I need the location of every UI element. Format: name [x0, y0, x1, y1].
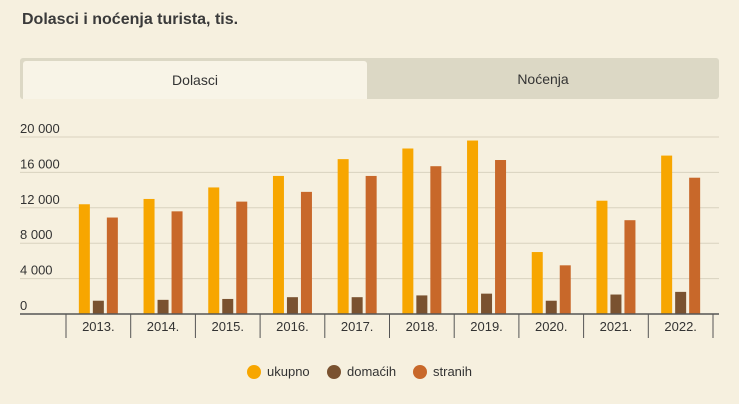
- x-tick-label: 2016.: [276, 319, 309, 334]
- bar-domacih-2018: [416, 295, 428, 314]
- bar-stranih-2020: [559, 265, 571, 314]
- legend-item-ukupno[interactable]: ukupno: [247, 364, 310, 379]
- legend-label-ukupno: ukupno: [267, 364, 310, 379]
- bar-stranih-2017: [365, 175, 377, 314]
- x-tick-label: 2015.: [211, 319, 244, 334]
- x-tick-label: 2017.: [341, 319, 374, 334]
- bar-stranih-2015: [236, 201, 248, 314]
- x-tick-label: 2021.: [600, 319, 633, 334]
- bar-stranih-2022: [689, 177, 701, 314]
- bar-ukupno-2022: [661, 155, 673, 314]
- legend: ukupno domaćih stranih: [0, 364, 739, 384]
- tab-dolasci[interactable]: Dolasci: [23, 61, 367, 99]
- tab-bar: Dolasci Noćenja: [20, 58, 719, 99]
- bar-stranih-2016: [300, 191, 312, 314]
- y-tick-label: 20 000: [20, 121, 60, 136]
- bar-domacih-2013: [92, 300, 104, 314]
- chart-title: Dolasci i noćenja turista, tis.: [22, 11, 239, 28]
- bar-domacih-2017: [351, 297, 363, 314]
- bar-ukupno-2016: [272, 175, 284, 314]
- legend-swatch-ukupno: [247, 364, 261, 379]
- bar-ukupno-2020: [531, 252, 543, 314]
- tab-nocenja[interactable]: Noćenja: [517, 70, 569, 87]
- y-tick-label: 12 000: [20, 192, 60, 207]
- bar-domacih-2021: [610, 294, 622, 314]
- y-tick-label: 8 000: [20, 227, 53, 242]
- y-tick-label: 16 000: [20, 156, 60, 171]
- bar-ukupno-2018: [402, 148, 414, 314]
- bar-ukupno-2021: [596, 200, 608, 314]
- legend-swatch-domacih: [327, 364, 341, 379]
- legend-label-domacih: domaćih: [347, 364, 397, 379]
- bar-ukupno-2014: [143, 198, 155, 314]
- bar-domacih-2014: [157, 299, 169, 314]
- bar-stranih-2018: [430, 166, 442, 314]
- bar-stranih-2013: [106, 217, 118, 314]
- bar-domacih-2016: [286, 297, 298, 314]
- x-tick-label: 2014.: [147, 319, 180, 334]
- bar-ukupno-2019: [467, 140, 479, 314]
- x-tick-label: 2022.: [664, 319, 697, 334]
- x-tick-label: 2020.: [535, 319, 568, 334]
- x-tick-label: 2019.: [470, 319, 503, 334]
- legend-label-stranih: stranih: [433, 364, 473, 379]
- bar-domacih-2015: [222, 298, 234, 314]
- y-tick-label: 0: [20, 298, 27, 313]
- legend-item-stranih[interactable]: stranih: [413, 364, 472, 379]
- bar-domacih-2022: [675, 291, 687, 314]
- x-tick-label: 2013.: [82, 319, 115, 334]
- bar-ukupno-2015: [208, 187, 220, 314]
- bar-stranih-2014: [171, 211, 183, 314]
- x-tick-label: 2018.: [406, 319, 439, 334]
- y-tick-label: 4 000: [20, 263, 53, 278]
- bar-ukupno-2017: [337, 159, 349, 314]
- bar-stranih-2021: [624, 220, 636, 314]
- bar-stranih-2019: [495, 160, 507, 314]
- bar-domacih-2019: [481, 293, 493, 314]
- legend-item-domacih[interactable]: domaćih: [327, 364, 396, 379]
- bar-ukupno-2013: [78, 204, 90, 314]
- legend-swatch-stranih: [413, 364, 427, 379]
- bar-domacih-2020: [545, 300, 557, 314]
- bar-chart: 0 4 000 8 000 12 000 16 000 20 000 2013. 2014. 2…: [20, 121, 719, 338]
